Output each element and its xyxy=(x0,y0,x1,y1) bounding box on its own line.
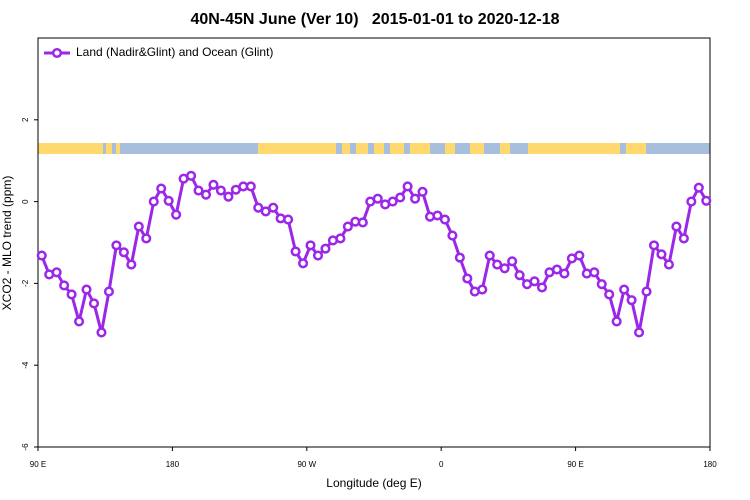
x-tick-label: 180 xyxy=(166,460,180,469)
data-point xyxy=(484,250,495,261)
y-axis-label: XCO2 - MLO trend (ppm) xyxy=(0,176,14,311)
data-point xyxy=(432,210,443,221)
data-point xyxy=(66,289,77,300)
data-point xyxy=(417,186,428,197)
data-point xyxy=(208,179,219,190)
data-point xyxy=(641,286,652,297)
data-point xyxy=(148,196,159,207)
data-point xyxy=(88,298,100,309)
data-point xyxy=(596,279,607,290)
data-point xyxy=(678,233,689,244)
data-point xyxy=(611,316,622,327)
data-point xyxy=(395,192,406,203)
data-point xyxy=(529,276,540,287)
data-point xyxy=(96,327,107,338)
data-point xyxy=(111,240,122,251)
data-point xyxy=(186,170,197,181)
data-point xyxy=(171,209,182,220)
y-tick-label: -6 xyxy=(21,443,30,451)
y-tick-label: -4 xyxy=(21,361,30,369)
y-tick-label: 0 xyxy=(21,199,30,204)
data-point xyxy=(626,295,637,306)
data-point xyxy=(283,214,294,225)
data-point xyxy=(260,206,271,217)
data-point xyxy=(357,217,368,228)
data-point xyxy=(133,221,144,232)
data-point xyxy=(439,214,450,225)
data-point xyxy=(648,240,660,251)
data-point xyxy=(536,282,548,293)
data-point xyxy=(671,221,682,232)
data-point xyxy=(245,181,256,192)
data-point xyxy=(163,195,174,206)
data-point xyxy=(551,264,562,275)
data-point xyxy=(36,250,47,261)
data-point xyxy=(604,289,615,300)
land-ocean-strip xyxy=(38,143,710,154)
data-point xyxy=(447,230,458,241)
x-tick-label: 90 E xyxy=(30,460,46,469)
data-point xyxy=(686,196,697,207)
data-point xyxy=(454,252,465,263)
data-point xyxy=(372,193,383,204)
data-point xyxy=(81,284,92,295)
data-point xyxy=(118,247,129,258)
data-point xyxy=(156,183,167,194)
y-tick-label: -2 xyxy=(21,279,30,287)
data-point xyxy=(215,185,226,196)
data-point xyxy=(298,258,309,269)
data-point xyxy=(126,259,137,270)
data-point xyxy=(387,196,398,207)
data-point xyxy=(402,181,413,192)
x-axis-label: Longitude (deg E) xyxy=(326,476,421,490)
data-point xyxy=(253,202,264,213)
data-point xyxy=(320,243,331,254)
data-point xyxy=(589,267,600,278)
data-point xyxy=(74,316,85,327)
data-point xyxy=(701,195,712,206)
chart-title: 40N-45N June (Ver 10) 2015-01-01 to 2020… xyxy=(190,11,559,28)
data-point xyxy=(103,286,114,297)
data-point xyxy=(305,240,316,251)
data-point xyxy=(59,280,70,291)
data-point xyxy=(193,185,204,196)
plot-frame xyxy=(37,37,711,448)
data-point xyxy=(499,263,510,274)
data-point xyxy=(290,246,301,257)
data-point xyxy=(492,259,503,270)
data-point xyxy=(312,250,324,261)
data-point xyxy=(51,267,62,278)
data-point xyxy=(200,189,212,200)
legend-marker xyxy=(51,47,63,59)
data-point xyxy=(514,270,525,281)
data-point xyxy=(141,233,152,244)
data-point xyxy=(477,284,488,295)
data-point xyxy=(342,221,353,232)
data-point xyxy=(656,249,667,260)
data-point xyxy=(559,268,570,279)
data-point xyxy=(462,273,473,284)
data-point xyxy=(619,284,630,295)
data-point xyxy=(693,182,704,193)
legend-label: Land (Nadir&Glint) and Ocean (Glint) xyxy=(76,45,273,59)
x-tick-label: 90 W xyxy=(297,460,316,469)
data-point xyxy=(663,259,674,270)
data-point xyxy=(223,191,234,202)
data-point xyxy=(268,202,279,213)
y-tick-label: 2 xyxy=(21,117,30,122)
x-tick-label: 90 E xyxy=(567,460,583,469)
data-point xyxy=(634,327,645,338)
x-tick-label: 180 xyxy=(703,460,717,469)
data-point xyxy=(507,256,518,267)
data-point xyxy=(574,250,585,261)
data-point xyxy=(335,233,346,244)
x-tick-label: 0 xyxy=(439,460,444,469)
data-point xyxy=(410,193,421,204)
